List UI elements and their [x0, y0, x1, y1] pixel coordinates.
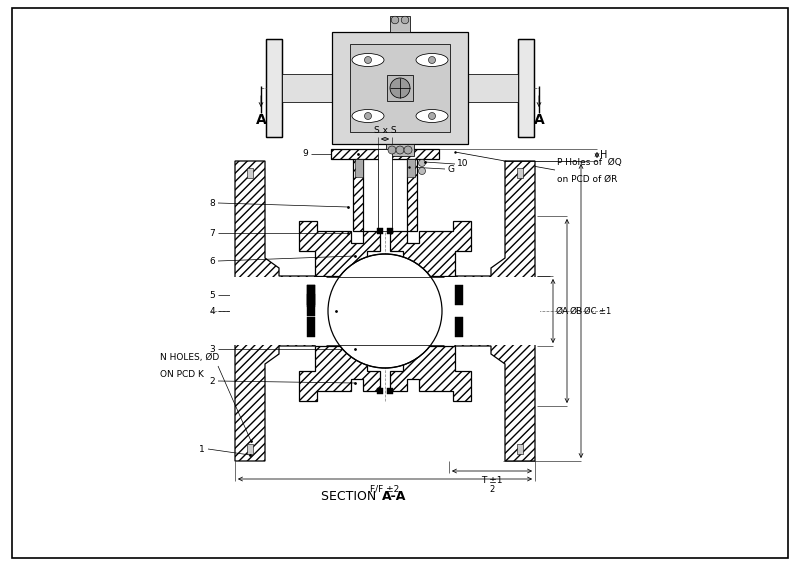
Circle shape	[429, 113, 435, 119]
Bar	[377, 388, 383, 394]
Polygon shape	[468, 74, 518, 102]
Text: 8: 8	[210, 199, 215, 208]
Polygon shape	[350, 44, 450, 132]
Polygon shape	[378, 149, 392, 231]
Polygon shape	[235, 311, 315, 461]
Polygon shape	[455, 311, 535, 461]
Polygon shape	[353, 159, 363, 231]
Polygon shape	[390, 346, 471, 401]
Polygon shape	[332, 32, 468, 144]
Text: ON PCD K: ON PCD K	[160, 370, 204, 379]
Polygon shape	[387, 75, 413, 101]
Bar	[517, 168, 523, 178]
Polygon shape	[455, 161, 535, 311]
Polygon shape	[235, 161, 315, 311]
Bar	[230, 277, 540, 345]
Text: 2: 2	[210, 376, 215, 385]
Text: SECTION: SECTION	[321, 490, 380, 503]
Circle shape	[391, 16, 398, 24]
Polygon shape	[266, 39, 282, 137]
Text: 9: 9	[302, 149, 308, 158]
Text: A: A	[256, 113, 266, 127]
Bar	[387, 228, 393, 234]
Circle shape	[418, 168, 426, 174]
Bar	[377, 228, 383, 234]
Text: T ±1: T ±1	[482, 476, 502, 485]
Text: 3: 3	[210, 345, 215, 354]
Text: 2: 2	[490, 485, 494, 494]
Text: A-A: A-A	[382, 490, 406, 503]
Bar	[307, 294, 315, 316]
Circle shape	[404, 146, 412, 154]
Polygon shape	[386, 144, 414, 156]
Polygon shape	[390, 221, 471, 276]
Polygon shape	[390, 16, 410, 32]
Text: ØC ±1: ØC ±1	[584, 307, 611, 315]
Circle shape	[328, 254, 442, 368]
Text: 6: 6	[210, 256, 215, 265]
Ellipse shape	[352, 109, 384, 122]
Text: 1: 1	[199, 444, 205, 453]
Circle shape	[390, 78, 410, 98]
Text: H: H	[600, 150, 607, 160]
Text: 7: 7	[210, 229, 215, 238]
Polygon shape	[299, 346, 380, 401]
Circle shape	[418, 160, 426, 166]
Circle shape	[365, 113, 371, 119]
Bar	[455, 317, 463, 337]
Circle shape	[429, 57, 435, 63]
Text: N HOLES, ØD: N HOLES, ØD	[160, 353, 219, 362]
Ellipse shape	[416, 54, 448, 66]
Polygon shape	[331, 149, 439, 159]
Ellipse shape	[352, 54, 384, 66]
Text: S x S: S x S	[374, 126, 396, 135]
Bar	[247, 168, 253, 178]
Bar	[407, 159, 415, 177]
Text: A: A	[534, 113, 544, 127]
Bar	[307, 285, 315, 305]
Polygon shape	[299, 221, 380, 276]
Text: on PCD of ØR: on PCD of ØR	[557, 175, 618, 184]
Text: ØA: ØA	[556, 307, 569, 315]
Text: F/F ±2: F/F ±2	[370, 484, 400, 493]
Bar	[455, 285, 463, 305]
Circle shape	[365, 57, 371, 63]
Bar	[247, 444, 253, 454]
Ellipse shape	[416, 109, 448, 122]
Bar	[387, 388, 393, 394]
Bar	[517, 444, 523, 454]
Polygon shape	[518, 39, 534, 137]
Text: G: G	[447, 165, 454, 174]
Bar	[355, 159, 363, 177]
Circle shape	[396, 146, 404, 154]
Polygon shape	[407, 159, 417, 231]
Bar	[307, 285, 315, 307]
Polygon shape	[282, 74, 332, 102]
Circle shape	[388, 146, 396, 154]
Text: 5: 5	[210, 290, 215, 299]
Text: P Holes of  ØQ: P Holes of ØQ	[557, 158, 622, 167]
Text: 4: 4	[210, 307, 215, 315]
Circle shape	[401, 16, 409, 24]
Bar	[307, 317, 315, 337]
Text: 10: 10	[457, 160, 469, 169]
Text: ØB: ØB	[570, 307, 583, 315]
